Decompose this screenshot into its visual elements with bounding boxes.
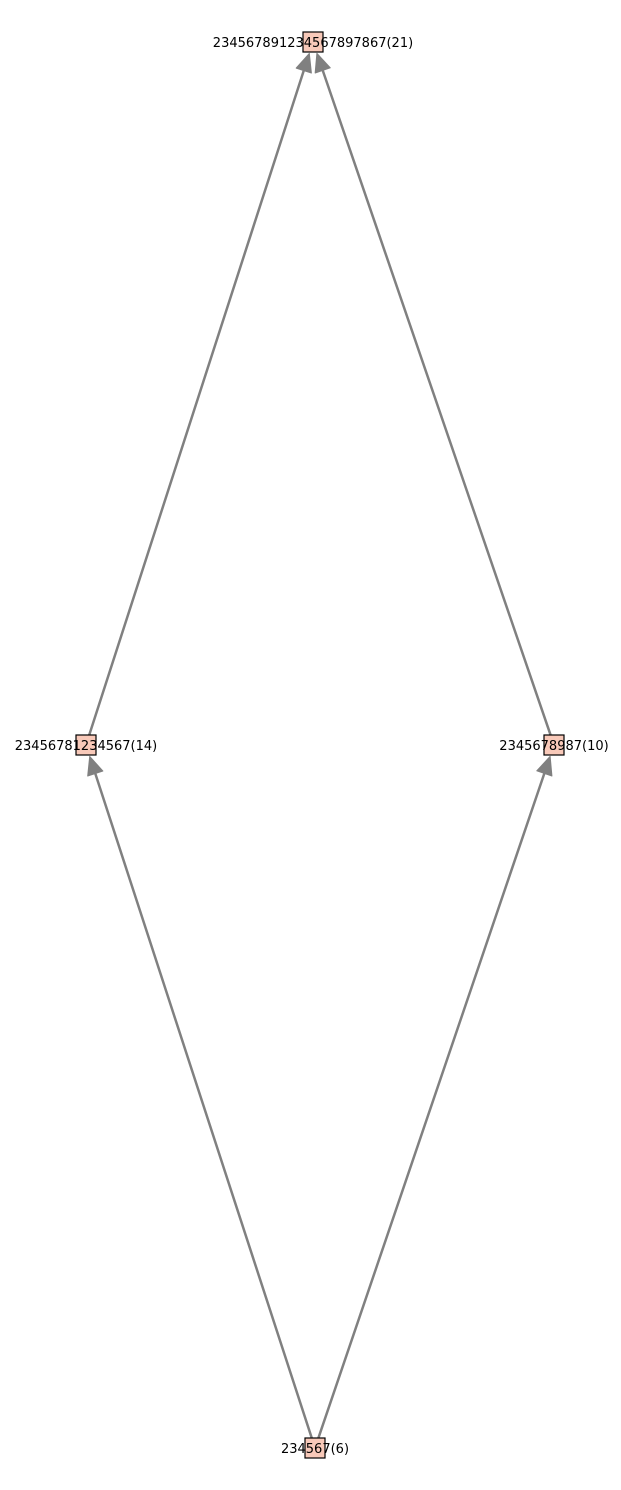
arrowhead-left-to-top bbox=[295, 52, 312, 74]
node-box-left bbox=[75, 734, 97, 756]
arrowhead-right-to-top bbox=[314, 52, 331, 74]
node-box-bottom bbox=[304, 1437, 326, 1459]
nodes-layer: 234567891234567897867(21) 23456781234567(… bbox=[15, 31, 609, 1459]
node-label-left: 23456781234567(14) bbox=[15, 739, 157, 754]
arrowhead-bottom-to-left bbox=[87, 755, 104, 777]
node-top: 234567891234567897867(21) bbox=[213, 31, 413, 53]
node-left: 23456781234567(14) bbox=[15, 734, 157, 756]
node-box-top bbox=[302, 31, 324, 53]
node-right: 2345678987(10) bbox=[499, 734, 609, 756]
edge-right-to-top bbox=[320, 67, 553, 739]
node-bottom: 234567(6) bbox=[281, 1437, 349, 1459]
node-label-bottom: 234567(6) bbox=[281, 1442, 349, 1457]
arrowhead-bottom-to-right bbox=[536, 755, 553, 777]
edges-layer bbox=[87, 52, 553, 1442]
edge-bottom-to-left bbox=[93, 770, 314, 1442]
node-label-right: 2345678987(10) bbox=[499, 739, 608, 754]
edge-bottom-to-right bbox=[316, 770, 547, 1442]
edge-left-to-top bbox=[87, 67, 306, 739]
node-box-right bbox=[543, 734, 565, 756]
node-label-top: 234567891234567897867(21) bbox=[213, 36, 413, 51]
